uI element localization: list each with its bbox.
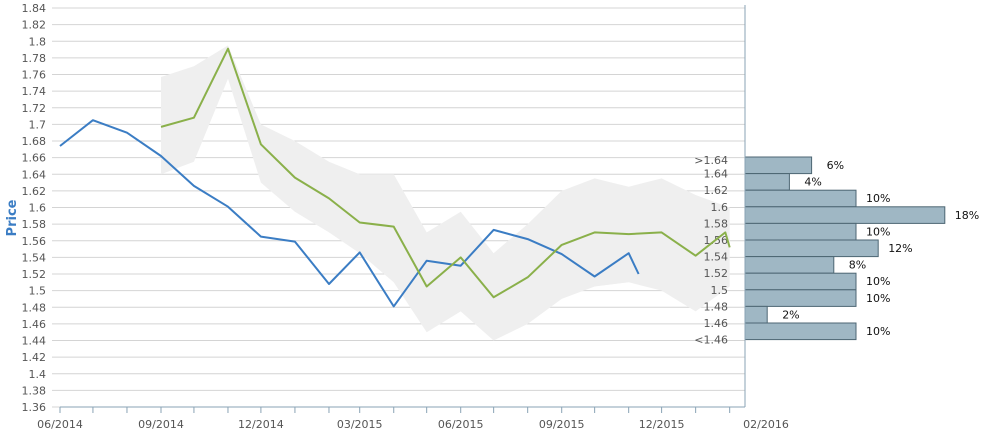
y-tick-label: 1.36 xyxy=(22,401,47,414)
forecast-band xyxy=(161,45,730,341)
histogram-percent-label: 10% xyxy=(866,325,890,338)
y-tick-label: 1.38 xyxy=(22,384,47,397)
histogram-bin-label: >1.64 xyxy=(694,154,728,167)
histogram-bin-label: 1.54 xyxy=(704,251,729,264)
histogram-percent-label: 8% xyxy=(849,259,866,272)
confidence-band xyxy=(161,45,730,341)
x-tick-label: 09/2014 xyxy=(138,418,184,431)
y-tick-label: 1.46 xyxy=(22,318,47,331)
y-tick-labels: 1.36 1.38 1.4 1.42 1.44 1.46 1.48 1.5 1.52 1.54 1.… xyxy=(22,2,47,414)
histogram-bin-label: 1.6 xyxy=(711,201,729,214)
y-tick-label: 1.62 xyxy=(22,185,47,198)
y-tick-label: 1.78 xyxy=(22,52,47,65)
histogram-percent-label: 10% xyxy=(866,292,890,305)
y-tick-label: 1.6 xyxy=(29,202,47,215)
x-tick-labels: 06/2014 09/2014 12/2014 03/2015 06/2015 09/20… xyxy=(37,418,789,431)
y-tick-label: 1.64 xyxy=(22,168,47,181)
histogram-bin-label: 1.46 xyxy=(704,317,729,330)
histogram-bar xyxy=(744,206,946,224)
y-tick-label: 1.74 xyxy=(22,85,47,98)
y-tick-label: 1.72 xyxy=(22,102,47,115)
y-tick-label: 1.8 xyxy=(29,35,47,48)
y-tick-label: 1.84 xyxy=(22,2,47,15)
histogram-bar xyxy=(744,289,857,307)
histogram-percent-label: 12% xyxy=(888,242,912,255)
histogram-percent-label: 6% xyxy=(827,159,844,172)
x-tick-label: 02/2016 xyxy=(743,418,789,431)
histogram-percent-label: 10% xyxy=(866,275,890,288)
y-tick-label: 1.82 xyxy=(22,19,47,32)
series-line-2 xyxy=(160,47,731,299)
y-tick-label: 1.5 xyxy=(29,285,47,298)
x-tick-label: 12/2014 xyxy=(238,418,284,431)
y-tick-label: 1.68 xyxy=(22,135,47,148)
histogram-bar xyxy=(744,322,857,341)
x-tick-label: 03/2015 xyxy=(337,418,383,431)
y-tick-label: 1.44 xyxy=(22,335,47,348)
y-axis-label: Price xyxy=(5,199,20,236)
histogram-bin-label: 1.62 xyxy=(704,184,729,197)
y-tick-label: 1.54 xyxy=(22,251,47,264)
series-line-1 xyxy=(59,119,640,308)
histogram-bin-label: 1.48 xyxy=(704,300,729,313)
histogram-bar xyxy=(744,222,857,241)
y-tick-label: 1.66 xyxy=(22,152,47,165)
x-tick-label: 06/2015 xyxy=(438,418,484,431)
histogram-percent-label: 10% xyxy=(866,225,890,238)
histogram: 6%>1.644%1.6410%1.6218%1.610%1.5812%1.56… xyxy=(694,154,979,347)
y-tick-label: 1.56 xyxy=(22,235,47,248)
histogram-bar xyxy=(744,239,879,258)
histogram-bin-label: 1.5 xyxy=(711,284,729,297)
histogram-bin-label: 1.64 xyxy=(704,168,729,181)
histogram-bar xyxy=(744,272,857,291)
histogram-bar xyxy=(744,256,835,274)
y-tick-label: 1.48 xyxy=(22,301,47,314)
x-tick-label: 12/2015 xyxy=(639,418,685,431)
histogram-percent-label: 2% xyxy=(782,308,799,321)
histogram-percent-label: 10% xyxy=(866,192,890,205)
histogram-bar xyxy=(744,173,790,191)
y-tick-label: 1.52 xyxy=(22,268,47,281)
histogram-bin-label: 1.52 xyxy=(704,267,729,280)
axes xyxy=(52,5,746,413)
histogram-percent-label: 18% xyxy=(955,209,979,222)
histogram-percent-label: 4% xyxy=(804,176,821,189)
histogram-bin-label: <1.46 xyxy=(694,334,728,347)
histogram-bar xyxy=(744,305,768,324)
x-tick-label: 09/2015 xyxy=(539,418,585,431)
histogram-bar xyxy=(744,156,813,175)
y-tick-label: 1.4 xyxy=(29,368,47,381)
y-tick-label: 1.58 xyxy=(22,218,47,231)
histogram-bin-label: 1.58 xyxy=(704,217,729,230)
series-lines xyxy=(59,47,731,308)
y-tick-label: 1.7 xyxy=(29,118,47,131)
y-tick-label: 1.76 xyxy=(22,69,47,82)
y-tick-label: 1.42 xyxy=(22,351,47,364)
histogram-bar xyxy=(744,189,857,208)
x-tick-label: 06/2014 xyxy=(37,418,83,431)
